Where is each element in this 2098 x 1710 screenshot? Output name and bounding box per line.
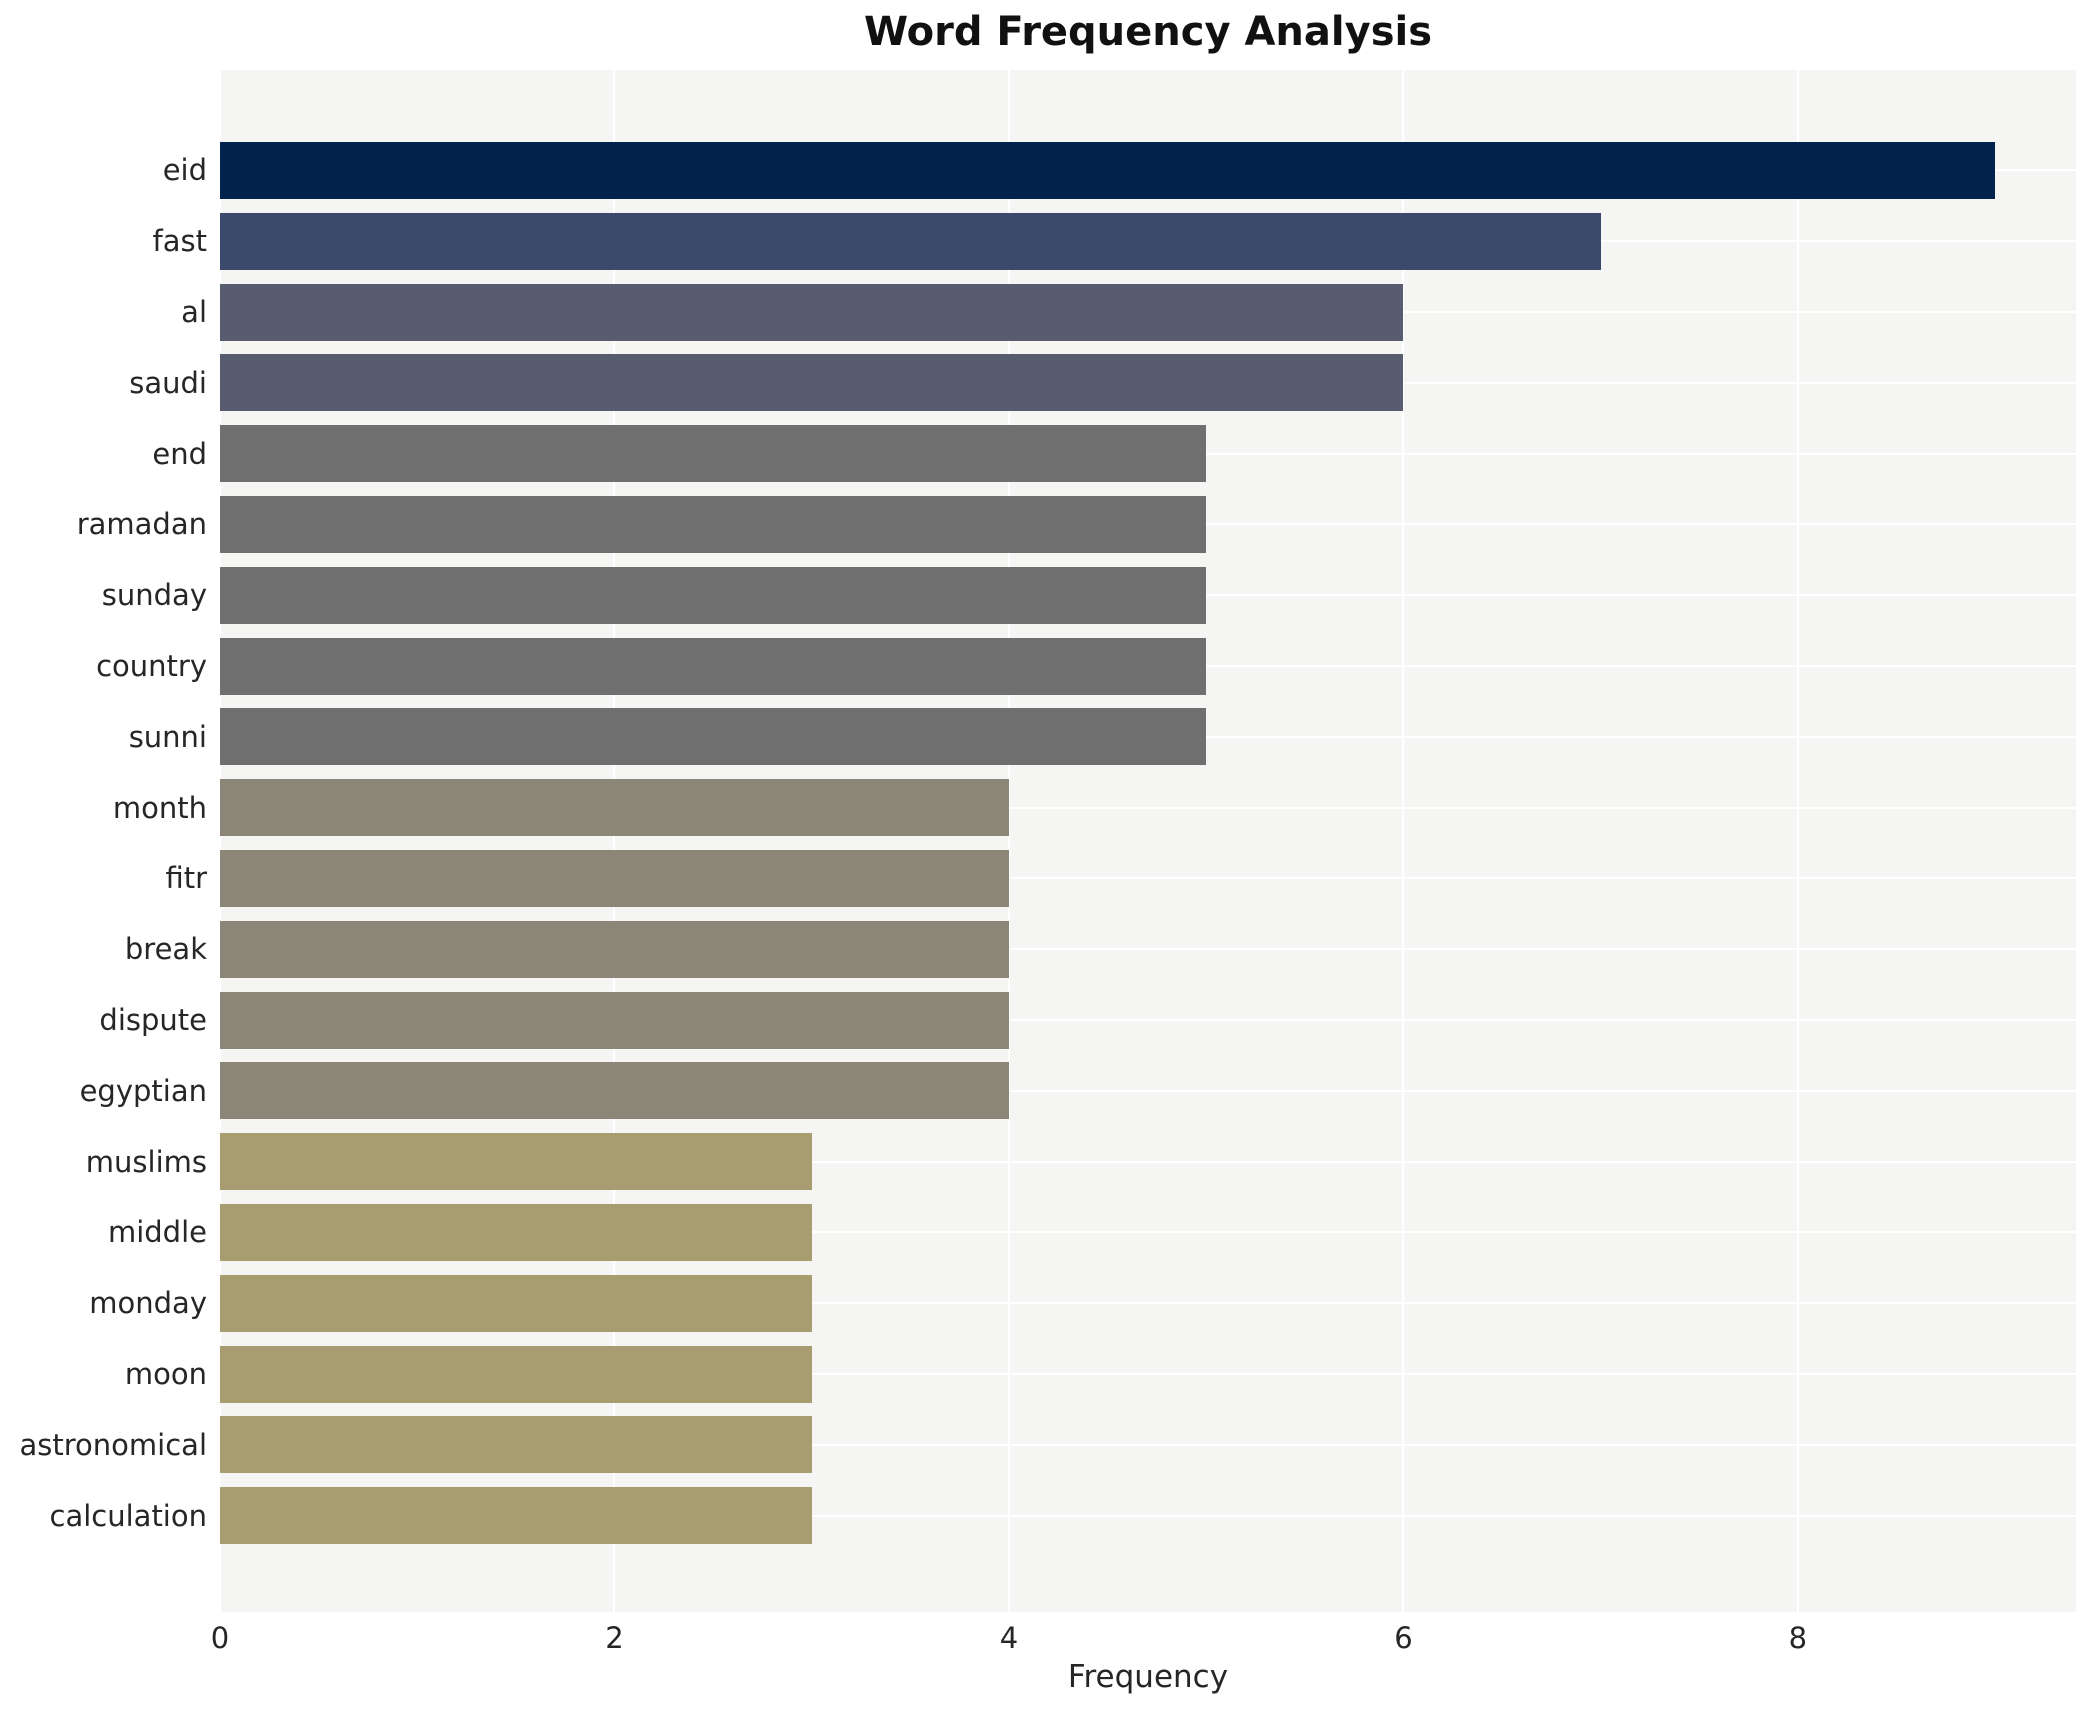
- y-label-eid: eid: [162, 153, 207, 188]
- y-label-middle: middle: [107, 1215, 207, 1250]
- gridline-horizontal-fitr: [220, 877, 2076, 880]
- gridline-horizontal-moon: [220, 1373, 2076, 1375]
- bar-astronomical: [220, 1416, 812, 1474]
- bar-calculation: [220, 1487, 812, 1545]
- x-axis-label: Frequency: [1067, 1659, 1229, 1695]
- gridline-vertical-6: [1402, 70, 1405, 1612]
- x-tick-8: 8: [1788, 1621, 1808, 1655]
- bar-saudi: [220, 354, 1404, 412]
- gridline-horizontal-dispute: [220, 1019, 2076, 1021]
- y-label-sunni: sunni: [128, 719, 207, 754]
- y-label-end: end: [152, 436, 207, 471]
- gridline-horizontal-calculation: [220, 1514, 2076, 1517]
- y-label-ramadan: ramadan: [76, 507, 207, 542]
- x-tick-0: 0: [210, 1621, 230, 1655]
- x-tick-4: 4: [999, 1621, 1019, 1655]
- bar-sunday: [220, 566, 1207, 624]
- bar-muslims: [220, 1133, 812, 1191]
- y-label-astronomical: astronomical: [19, 1427, 207, 1462]
- y-label-al: al: [181, 295, 207, 329]
- bar-fitr: [220, 849, 1009, 907]
- bar-fast: [220, 212, 1601, 270]
- bar-al: [220, 283, 1404, 341]
- y-label-break: break: [124, 932, 207, 967]
- y-label-fast: fast: [152, 224, 207, 259]
- gridline-vertical-4: [1007, 70, 1010, 1612]
- plot-area: [220, 70, 2076, 1612]
- chart-title: Word Frequency Analysis: [863, 9, 1433, 55]
- y-label-fitr: fitr: [165, 861, 207, 896]
- gridline-vertical-2: [613, 70, 616, 1612]
- y-label-egyptian: egyptian: [79, 1073, 207, 1108]
- y-label-country: country: [96, 649, 207, 683]
- y-label-moon: moon: [124, 1357, 207, 1391]
- bar-end: [220, 425, 1207, 483]
- bar-month: [220, 779, 1009, 837]
- y-label-muslims: muslims: [85, 1144, 207, 1179]
- y-label-dispute: dispute: [99, 1003, 207, 1037]
- gridline-horizontal-middle: [220, 1231, 2076, 1234]
- bar-break: [220, 920, 1009, 978]
- bar-ramadan: [220, 495, 1207, 553]
- gridline-horizontal-muslims: [220, 1160, 2076, 1163]
- x-tick-2: 2: [605, 1621, 624, 1655]
- y-label-saudi: saudi: [129, 365, 207, 400]
- gridline-horizontal-break: [220, 948, 2076, 951]
- gridline-vertical-0: [220, 70, 221, 1612]
- bar-middle: [220, 1203, 812, 1261]
- y-label-calculation: calculation: [49, 1498, 207, 1533]
- y-label-sunday: sunday: [101, 578, 207, 613]
- bar-eid: [220, 141, 1996, 199]
- gridline-horizontal-month: [220, 806, 2076, 809]
- x-tick-6: 6: [1394, 1621, 1413, 1655]
- y-label-month: month: [112, 790, 207, 825]
- gridline-horizontal-astronomical: [220, 1443, 2076, 1446]
- bar-country: [220, 637, 1207, 695]
- gridline-horizontal-egyptian: [220, 1089, 2076, 1092]
- bar-dispute: [220, 991, 1009, 1049]
- gridline-horizontal-monday: [220, 1302, 2076, 1305]
- bar-moon: [220, 1345, 812, 1403]
- bar-monday: [220, 1274, 812, 1332]
- y-label-monday: monday: [89, 1286, 207, 1321]
- gridline-vertical-8: [1796, 70, 1799, 1612]
- bar-egyptian: [220, 1062, 1009, 1120]
- bar-sunni: [220, 708, 1207, 766]
